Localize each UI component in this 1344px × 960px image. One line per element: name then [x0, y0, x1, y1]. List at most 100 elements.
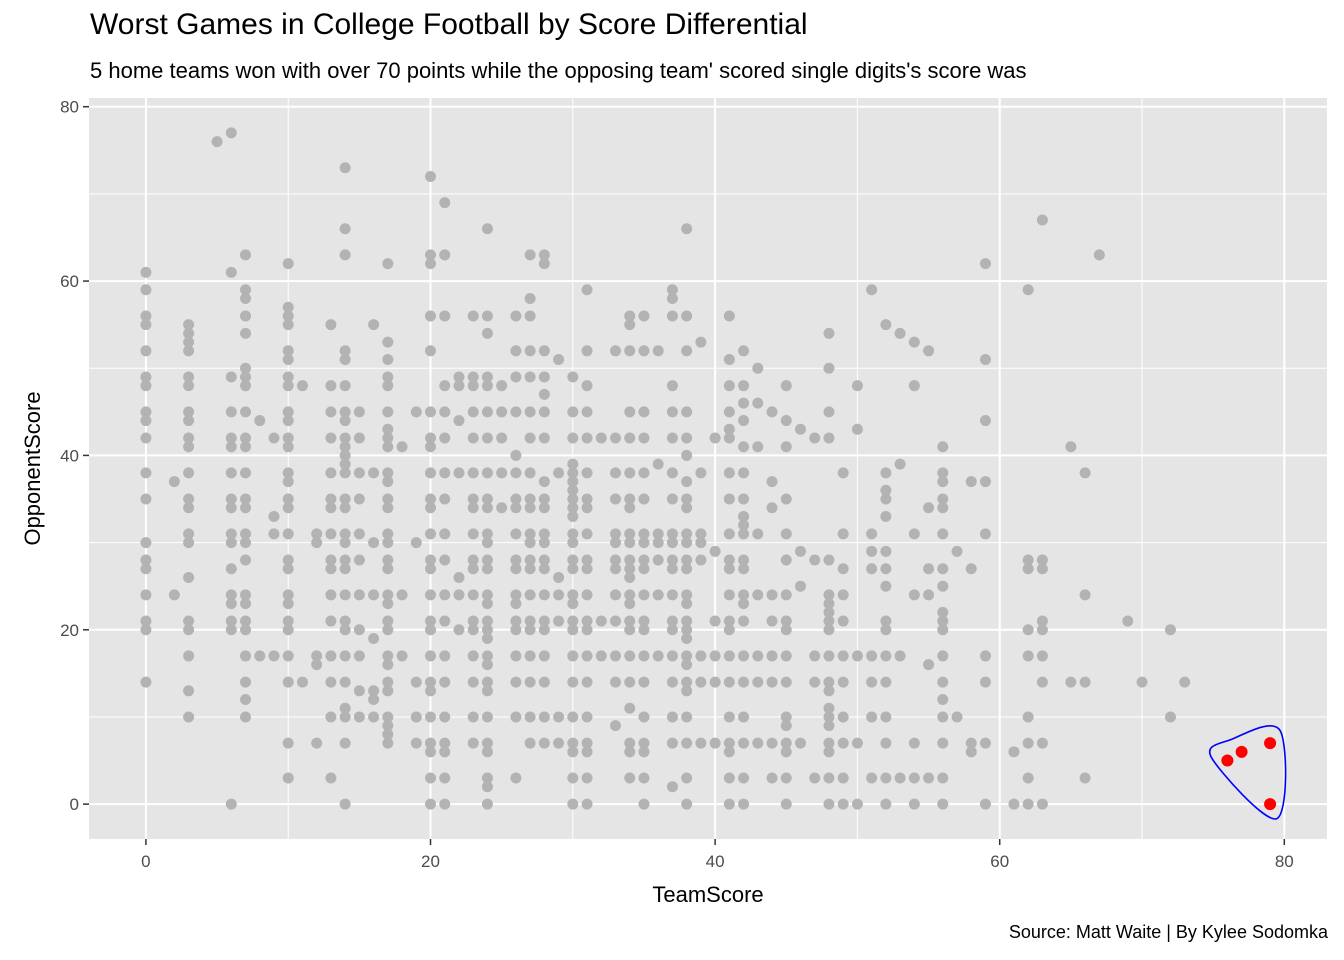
data-point [837, 589, 849, 601]
data-point [282, 467, 294, 479]
data-point [723, 528, 735, 540]
data-point [339, 615, 351, 627]
data-point [538, 528, 550, 540]
data-point [937, 676, 949, 688]
data-point [837, 772, 849, 784]
data-point [937, 737, 949, 749]
data-point [581, 798, 593, 810]
data-point [453, 571, 465, 583]
data-point [538, 388, 550, 400]
data-point [666, 380, 678, 392]
data-point [738, 345, 750, 357]
data-point [425, 249, 437, 261]
data-point [624, 406, 636, 418]
data-point [510, 310, 522, 322]
data-point [553, 467, 565, 479]
data-point [311, 737, 323, 749]
data-point [453, 380, 465, 392]
data-point [240, 528, 252, 540]
data-point [425, 676, 437, 688]
data-point [666, 650, 678, 662]
data-point [240, 249, 252, 261]
data-point [240, 467, 252, 479]
data-point [624, 624, 636, 636]
data-point [481, 746, 493, 758]
data-point [624, 467, 636, 479]
data-point [396, 650, 408, 662]
data-point [382, 441, 394, 453]
y-tick-label: 20 [60, 621, 79, 640]
data-point [937, 493, 949, 505]
data-point [965, 737, 977, 749]
data-point [382, 589, 394, 601]
data-point [353, 624, 365, 636]
data-point [453, 589, 465, 601]
data-point [282, 772, 294, 784]
data-point [1093, 249, 1105, 261]
data-point [382, 502, 394, 514]
data-point [439, 615, 451, 627]
data-point [638, 589, 650, 601]
data-point [567, 798, 579, 810]
data-point [183, 528, 195, 540]
data-point [325, 615, 337, 627]
data-point [794, 545, 806, 557]
data-point [524, 589, 536, 601]
data-point [823, 554, 835, 566]
data-point [638, 624, 650, 636]
plot-panel [89, 98, 1327, 839]
data-point [880, 580, 892, 592]
data-point [780, 720, 792, 732]
data-point [282, 493, 294, 505]
data-point [837, 737, 849, 749]
data-point [439, 589, 451, 601]
data-point [652, 458, 664, 470]
data-point [979, 650, 991, 662]
data-point [325, 319, 337, 331]
data-point [567, 772, 579, 784]
data-point [780, 554, 792, 566]
data-point [624, 702, 636, 714]
data-point [866, 563, 878, 575]
data-point [382, 728, 394, 740]
data-point [823, 432, 835, 444]
data-point [1036, 563, 1048, 575]
data-point [979, 354, 991, 366]
x-tick-label: 40 [706, 852, 725, 871]
data-point [268, 432, 280, 444]
data-point [481, 223, 493, 235]
data-point [1036, 737, 1048, 749]
highlighted-point [1221, 754, 1234, 767]
y-tick-label: 60 [60, 272, 79, 291]
data-point [666, 493, 678, 505]
data-point [282, 589, 294, 601]
data-point [396, 441, 408, 453]
data-point [837, 798, 849, 810]
data-point [638, 737, 650, 749]
data-point [481, 711, 493, 723]
data-point [624, 772, 636, 784]
data-point [880, 615, 892, 627]
data-point [723, 380, 735, 392]
data-point [823, 362, 835, 374]
data-point [951, 545, 963, 557]
data-point [353, 406, 365, 418]
data-point [1022, 798, 1034, 810]
data-point [553, 615, 565, 627]
data-point [368, 685, 380, 697]
data-point [638, 432, 650, 444]
data-point [282, 598, 294, 610]
data-point [965, 476, 977, 488]
data-point [425, 554, 437, 566]
data-point [339, 406, 351, 418]
data-point [467, 467, 479, 479]
data-point [823, 615, 835, 627]
data-point [325, 380, 337, 392]
data-point [467, 711, 479, 723]
data-point [439, 493, 451, 505]
data-point [240, 432, 252, 444]
data-point [880, 676, 892, 688]
data-point [738, 798, 750, 810]
data-point [1079, 772, 1091, 784]
data-point [339, 432, 351, 444]
